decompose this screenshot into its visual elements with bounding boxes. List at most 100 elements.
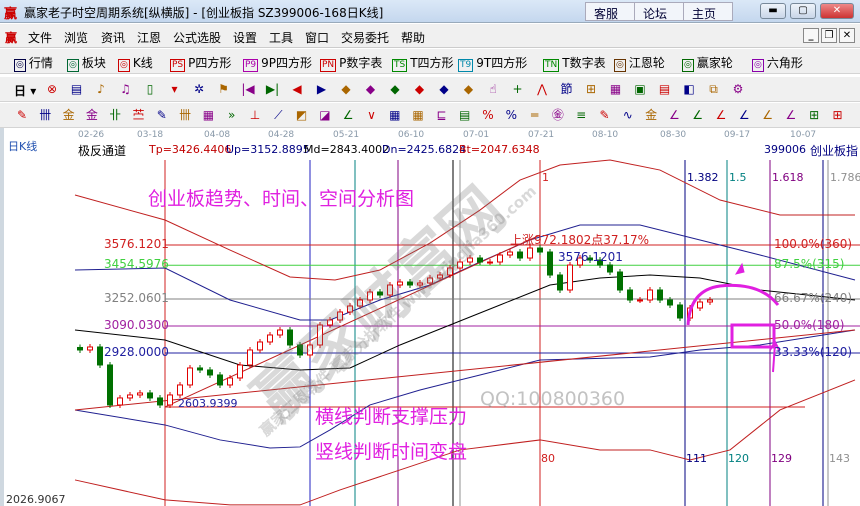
toolbar-item-0[interactable]: ◎ 行情 — [14, 54, 53, 72]
draw-tool-icon-30[interactable]: ∠ — [715, 108, 727, 122]
nav-tool-icon-17[interactable]: ◆ — [463, 82, 474, 96]
draw-tool-icon-7[interactable]: 卌 — [179, 108, 192, 122]
draw-tool-icon-1[interactable]: 卌 — [39, 108, 52, 122]
toolbar-item-7[interactable]: T9 9T四方形 — [458, 54, 527, 72]
toolbar-item-6[interactable]: TS T四方形 — [392, 54, 454, 72]
draw-tool-icon-25[interactable]: ✎ — [599, 108, 610, 122]
nav-tool-icon-6[interactable]: ✲ — [193, 82, 205, 96]
draw-tool-icon-29[interactable]: ∠ — [692, 108, 704, 122]
customer-service-button[interactable]: 客服 — [585, 2, 635, 21]
homepage-button[interactable]: 主页 — [683, 2, 733, 21]
menu-tools[interactable]: 工具 — [269, 31, 294, 45]
nav-tool-icon-16[interactable]: ◆ — [439, 82, 449, 96]
menu-help[interactable]: 帮助 — [401, 31, 426, 45]
nav-tool-icon-7[interactable]: ⚑ — [218, 82, 229, 96]
nav-tool-icon-26[interactable]: ◧ — [683, 82, 695, 96]
app-menu-icon[interactable]: 赢 — [5, 31, 18, 45]
draw-tool-icon-9[interactable]: » — [228, 108, 236, 122]
draw-tool-icon-10[interactable]: ⊥ — [249, 108, 261, 122]
toolbar-item-9[interactable]: ◎ 江恩轮 — [614, 54, 665, 72]
nav-tool-icon-20[interactable]: ⋀ — [537, 82, 547, 96]
nav-tool-icon-1[interactable]: ▤ — [70, 82, 83, 96]
nav-tool-icon-10[interactable]: ◀ — [292, 82, 302, 96]
draw-tool-icon-19[interactable]: ▤ — [459, 108, 471, 122]
draw-tool-icon-8[interactable]: ▦ — [202, 108, 215, 122]
draw-tool-icon-34[interactable]: ⊞ — [809, 108, 820, 122]
draw-tool-icon-5[interactable]: 苎 — [132, 108, 145, 122]
nav-tool-icon-24[interactable]: ▣ — [634, 82, 646, 96]
nav-tool-icon-9[interactable]: ▶| — [265, 82, 280, 96]
nav-tool-icon-11[interactable]: ▶ — [316, 82, 327, 96]
menu-file[interactable]: 文件 — [28, 31, 53, 45]
toolbar-item-10[interactable]: ◎ 赢家轮 — [682, 54, 733, 72]
nav-tool-icon-3[interactable]: ♫ — [120, 82, 131, 96]
nav-tool-icon-5[interactable]: ▾ — [171, 82, 178, 96]
draw-tool-icon-24[interactable]: ≡ — [576, 108, 587, 122]
draw-tool-icon-6[interactable]: ✎ — [156, 108, 167, 122]
nav-tool-icon-0[interactable]: ⊗ — [46, 82, 58, 96]
draw-tool-icon-11[interactable]: ⟋ — [274, 108, 283, 122]
draw-tool-icon-31[interactable]: ∠ — [738, 108, 750, 122]
draw-tool-icon-23[interactable]: ㊎ — [551, 108, 564, 122]
draw-tool-icon-12[interactable]: ◩ — [295, 108, 308, 122]
draw-tool-icon-27[interactable]: 金 — [645, 108, 658, 122]
draw-tool-icon-13[interactable]: ◪ — [319, 108, 331, 122]
mdi-close-button[interactable]: ✕ — [839, 28, 855, 43]
toolbar-item-2[interactable]: ◎ K线 — [118, 54, 153, 72]
price-level-label: 3252.0601 — [104, 290, 169, 305]
draw-tool-icon-32[interactable]: ∠ — [762, 108, 773, 122]
draw-tool-icon-20[interactable]: % — [482, 108, 494, 122]
nav-tool-icon-25[interactable]: ▤ — [658, 82, 671, 96]
draw-tool-icon-17[interactable]: ▦ — [412, 108, 424, 122]
draw-tool-icon-16[interactable]: ▦ — [389, 108, 401, 122]
close-button[interactable]: ✕ — [820, 3, 854, 19]
toolbar-item-8[interactable]: TN T数字表 — [543, 54, 606, 72]
menu-settings[interactable]: 设置 — [233, 31, 258, 45]
draw-tool-icon-3[interactable]: 金 — [85, 108, 98, 122]
draw-tool-icon-33[interactable]: ∠ — [785, 108, 797, 122]
nav-tool-icon-2[interactable]: ♪ — [97, 82, 105, 96]
draw-tool-icon-15[interactable]: ∨ — [367, 108, 376, 122]
nav-tool-icon-27[interactable]: ⧉ — [709, 82, 718, 96]
draw-tool-icon-4[interactable]: 卝 — [109, 108, 122, 122]
nav-tool-icon-13[interactable]: ◆ — [365, 82, 376, 96]
nav-tool-icon-19[interactable]: + — [512, 82, 523, 96]
forum-button[interactable]: 论坛 — [634, 2, 684, 21]
draw-tool-icon-14[interactable]: ∠ — [342, 108, 354, 122]
draw-tool-icon-26[interactable]: ∿ — [622, 108, 633, 122]
draw-tool-icon-22[interactable]: ═ — [530, 108, 539, 122]
minimize-button[interactable]: ▬ — [760, 3, 786, 19]
toolbar-item-4[interactable]: P9 9P四方形 — [243, 54, 312, 72]
nav-tool-icon-21[interactable]: 節 — [560, 82, 573, 96]
period-select[interactable]: 日 ▾ — [14, 84, 37, 98]
toolbar-item-5[interactable]: PN P数字表 — [320, 54, 382, 72]
draw-tool-icon-0[interactable]: ✎ — [16, 108, 28, 122]
nav-tool-icon-18[interactable]: ☝ — [489, 82, 497, 96]
toolbar-item-1[interactable]: ◎ 板块 — [67, 54, 106, 72]
toolbar-item-11[interactable]: ◎ 六角形 — [752, 54, 803, 72]
draw-tool-icon-35[interactable]: ⊞ — [832, 108, 843, 122]
menu-browse[interactable]: 浏览 — [64, 31, 89, 45]
nav-tool-icon-12[interactable]: ◆ — [341, 82, 351, 96]
menu-info[interactable]: 资讯 — [101, 31, 126, 45]
mdi-minimize-button[interactable]: _ — [803, 28, 819, 43]
menu-formula[interactable]: 公式选股 — [173, 31, 222, 45]
draw-tool-icon-21[interactable]: % — [505, 108, 517, 122]
nav-tool-icon-23[interactable]: ▦ — [609, 82, 622, 96]
nav-tool-icon-8[interactable]: |◀ — [241, 82, 255, 96]
nav-tool-icon-4[interactable]: ▯ — [146, 82, 154, 96]
nav-tool-icon-22[interactable]: ⊞ — [585, 82, 597, 96]
draw-tool-icon-18[interactable]: ⊑ — [436, 108, 447, 122]
nav-tool-icon-14[interactable]: ◆ — [390, 82, 400, 96]
toolbar-item-3[interactable]: PS P四方形 — [170, 54, 231, 72]
nav-tool-icon-28[interactable]: ⚙ — [732, 82, 744, 96]
menu-trade[interactable]: 交易委托 — [341, 31, 390, 45]
menu-gann[interactable]: 江恩 — [137, 31, 162, 45]
nav-tool-icon-15[interactable]: ◆ — [414, 82, 425, 96]
kline-chart[interactable]: 日K线 极反通道 Tp=3426.4406 Up=3152.8895 Md=28… — [0, 128, 860, 506]
draw-tool-icon-28[interactable]: ∠ — [669, 108, 680, 122]
menu-window[interactable]: 窗口 — [305, 31, 330, 45]
mdi-restore-button[interactable]: ❐ — [821, 28, 837, 43]
draw-tool-icon-2[interactable]: 金 — [62, 108, 75, 122]
maximize-button[interactable]: ▢ — [790, 3, 816, 19]
